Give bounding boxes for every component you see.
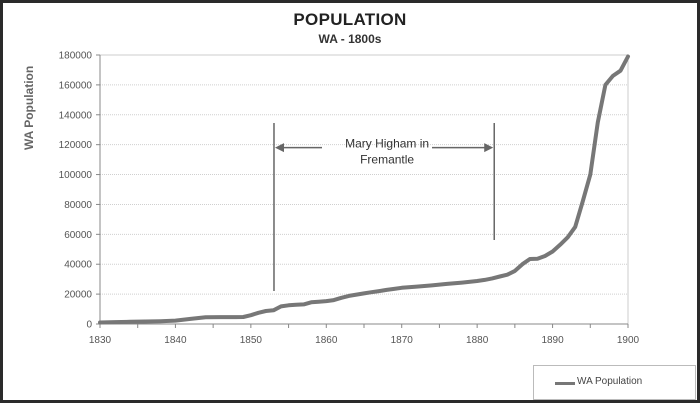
gridlines — [100, 54, 628, 295]
y-tick-label: 160000 — [59, 80, 93, 91]
arrow-left-icon — [274, 143, 284, 153]
annotation-bracket: Mary Higham in Fremantle — [273, 123, 495, 291]
x-tick-label: 1850 — [240, 335, 263, 346]
y-tick-label: 120000 — [59, 140, 93, 151]
chart-subtitle: WA - 1800s — [318, 32, 382, 46]
arrow-right-icon — [484, 143, 494, 153]
y-tick-label: 100000 — [59, 170, 93, 181]
x-tick-label: 1890 — [541, 335, 564, 346]
y-tick-label: 40000 — [64, 260, 92, 271]
y-tick-label: 80000 — [64, 200, 92, 211]
y-tick-label: 140000 — [59, 110, 93, 121]
x-tick-label: 1860 — [315, 335, 338, 346]
x-tick-label: 1830 — [89, 335, 112, 346]
y-tick-label: 0 — [86, 320, 92, 331]
y-tick-label: 20000 — [64, 290, 92, 301]
x-axis-ticks: 1830 1840 1850 1860 1870 1880 1890 1900 — [89, 324, 640, 346]
legend-line-swatch-icon — [555, 382, 575, 385]
chart-title: POPULATION — [293, 10, 407, 29]
x-tick-label: 1870 — [391, 335, 414, 346]
x-tick-label: 1900 — [617, 335, 640, 346]
y-tick-label: 180000 — [59, 51, 93, 62]
x-tick-label: 1880 — [466, 335, 489, 346]
annotation-text-line1: Mary Higham in — [345, 137, 429, 151]
y-axis-ticks: 0 20000 40000 60000 80000 100000 120000 140000 1… — [59, 51, 100, 331]
population-line — [98, 54, 630, 325]
annotation-text-line2: Fremantle — [360, 153, 414, 167]
y-tick-label: 60000 — [64, 230, 92, 241]
legend: WA Population — [533, 365, 696, 400]
axes — [99, 54, 629, 325]
legend-label: WA Population — [577, 376, 643, 387]
x-tick-label: 1840 — [164, 335, 187, 346]
